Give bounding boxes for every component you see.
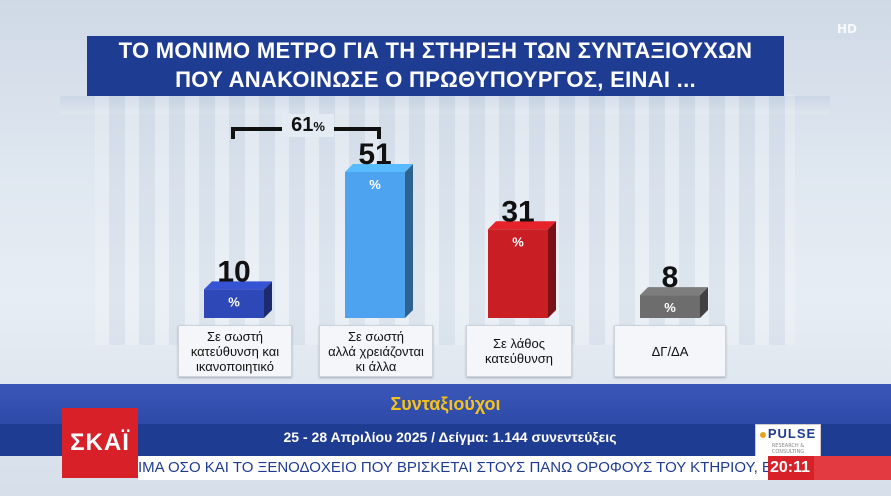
category-label: ΔΓ/ΔΑ [614,325,726,377]
bar-value-label: 31 [501,195,534,228]
bar-side [700,287,708,318]
category-label-line: αλλά χρειάζονται [328,343,424,359]
bar [640,295,700,318]
bar-top [488,221,556,230]
category-label-line: ΔΓ/ΔΑ [651,343,689,359]
bar [204,289,264,318]
subtitle-band [0,384,891,424]
bar-top [204,281,272,290]
category-label-line: Σε σωστή [206,328,263,344]
category-label: Σε σωστή κατεύθυνση και ικανοποιητικό [178,325,292,377]
channel-logo: ΣΚΑΪ [62,408,138,478]
bar-unit-label: % [369,177,381,192]
category-label: Σε λάθος κατεύθυνση [466,325,572,377]
category-label-text: ΔΓ/ΔΑ [652,344,689,359]
bar-top [640,287,708,296]
pulse-logo: PULSE RESEARCH & CONSULTING [755,424,821,458]
title-line-1: ΤΟ ΜΟΝΙΜΟ ΜΕΤΡΟ ΓΙΑ ΤΗ ΣΤΗΡΙΞΗ ΤΩΝ ΣΥΝΤΑ… [118,38,753,63]
combined-total-label: 61% [282,114,334,137]
bracket-tick-right [377,127,381,139]
category-label-text: Σε λάθος κατεύθυνση [485,336,553,366]
bar-side [264,281,272,318]
bar [345,172,405,318]
bar [488,229,548,318]
bar-side [548,221,556,318]
title-line-2: ΠΟΥ ΑΝΑΚΟΙΝΩΣΕ Ο ΠΡΩΘΥΠΟΥΡΓΟΣ, ΕΙΝΑΙ ... [175,67,696,92]
category-label-line: κατεύθυνση και [190,343,280,359]
category-label-line: κι άλλα [355,358,397,374]
pulse-logo-name: PULSE [767,426,817,441]
chart-subtitle: Συνταξιούχοι [390,394,501,414]
survey-source: 25 - 28 Απριλίου 2025 / Δείγμα: 1.144 συ… [283,429,617,445]
clock-box-end [814,456,891,480]
clock: 20:11 [770,459,811,476]
chart-title: ΤΟ ΜΟΝΙΜΟ ΜΕΤΡΟ ΓΙΑ ΤΗ ΣΤΗΡΙΞΗ ΤΩΝ ΣΥΝΤΑ… [87,36,784,96]
hd-badge: HD [836,22,857,36]
bar-unit-label: % [664,300,676,315]
bar-unit-label: % [512,234,524,249]
bar-top [345,164,413,172]
category-label-line: Σε λάθος [493,336,545,351]
news-ticker: ΙΜΑ ΟΣΟ ΚΑΙ ΤΟ ΞΕΝΟΔΟΧΕΙΟ ΠΟΥ ΒΡΙΣΚΕΤΑΙ … [138,456,768,480]
combined-total-unit: % [313,119,325,134]
category-label-line: Σε σωστή [347,328,404,344]
bar-value-label: 51 [358,138,391,171]
category-label-line: κατεύθυνση [485,351,553,366]
backdrop-roof [60,96,830,114]
pulse-dot-icon [759,431,766,438]
pulse-logo-tagline: RESEARCH & CONSULTING [771,443,805,455]
bar-value-label: 8 [662,261,679,294]
bar-side [405,164,413,318]
bar-value-label: 10 [217,255,250,288]
bar-unit-label: % [228,294,240,309]
bracket-tick-left [231,127,235,139]
source-band [0,424,891,456]
category-label: Σε σωστή αλλά χρειάζονται κι άλλα [319,325,433,377]
category-label-line: ικανοποιητικό [195,358,274,374]
combined-total-value: 61 [291,114,314,136]
category-label-text: Σε σωστή κατεύθυνση και ικανοποιητικό [191,329,279,374]
category-label-text: Σε σωστή αλλά χρειάζονται κι άλλα [328,329,424,374]
